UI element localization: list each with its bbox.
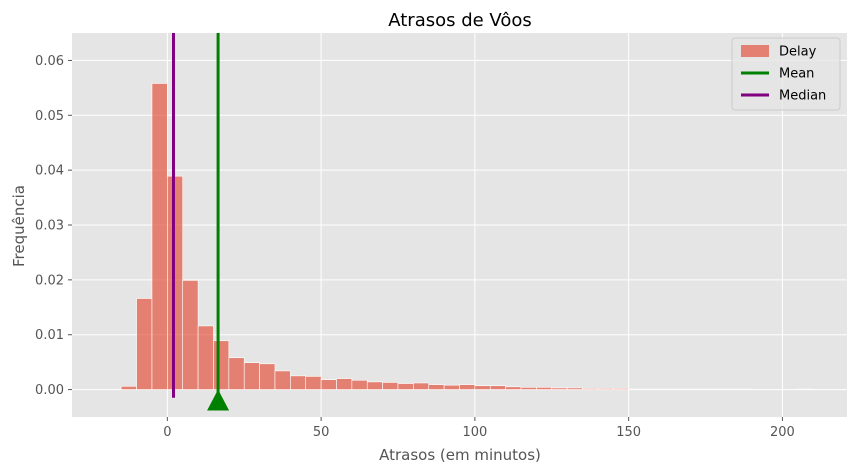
histogram-bar-9 <box>259 363 276 390</box>
histogram-bar-2 <box>151 83 168 390</box>
histogram-bar-8 <box>243 362 260 390</box>
y-tick-label-5: 0.05 <box>35 109 64 124</box>
histogram-bar-32 <box>612 388 629 390</box>
grid <box>72 33 847 417</box>
histogram-bar-3 <box>167 175 184 390</box>
legend-label-median: Median <box>779 89 826 104</box>
histogram-bar-24 <box>489 385 506 390</box>
histogram-bar-6 <box>213 340 230 390</box>
chart-title: Atrasos de Vôos <box>388 10 532 31</box>
legend: Delay Mean Median <box>731 37 841 111</box>
histogram-bar-44 <box>797 388 814 390</box>
histogram-bar-29 <box>566 387 583 390</box>
histogram-bar-26 <box>520 387 537 390</box>
legend-items: Delay Mean Median <box>741 45 826 104</box>
histogram-bar-15 <box>351 379 368 390</box>
histogram-bar-17 <box>382 382 399 390</box>
histogram-bar-1 <box>136 298 153 390</box>
histogram-bar-14 <box>336 378 353 390</box>
histogram-bar-28 <box>551 387 568 390</box>
histogram-bar-13 <box>320 379 337 390</box>
y-axis-label: Frequência <box>10 185 28 267</box>
histogram-bar-33 <box>628 388 645 390</box>
reference-lines <box>171 33 230 411</box>
histogram-bar-40 <box>735 388 752 390</box>
y-tick-label-4: 0.04 <box>35 164 64 179</box>
x-tick-label-4: 200 <box>770 425 795 440</box>
x-tick-label-0: 0 <box>163 425 171 440</box>
histogram-bar-4 <box>182 280 199 390</box>
histogram-bar-27 <box>536 387 553 390</box>
histogram-bar-18 <box>397 383 414 390</box>
histogram-bars <box>120 83 814 390</box>
histogram-bar-35 <box>659 388 676 390</box>
histogram-bar-20 <box>428 384 445 390</box>
histogram-bar-16 <box>366 381 383 390</box>
histogram-bar-19 <box>413 382 430 390</box>
histogram-bar-7 <box>228 357 245 390</box>
x-axis-label: Atrasos (em minutos) <box>379 446 541 464</box>
histogram-bar-5 <box>197 325 214 390</box>
y-tick-label-3: 0.03 <box>35 219 64 234</box>
legend-label-delay: Delay <box>779 45 817 60</box>
legend-swatch-delay <box>741 45 769 57</box>
x-tick-label-3: 150 <box>616 425 641 440</box>
histogram-bar-25 <box>505 386 522 390</box>
histogram-bar-21 <box>443 384 460 390</box>
y-tick-label-6: 0.06 <box>35 54 64 69</box>
x-axis-ticks: 0 50 100 150 200 <box>163 417 795 440</box>
y-axis-ticks: 0.00 0.01 0.02 0.03 0.04 0.05 0.06 <box>35 54 72 398</box>
histogram-bar-39 <box>720 388 737 390</box>
mean-marker-triangle <box>207 389 230 411</box>
x-tick-label-1: 50 <box>313 425 330 440</box>
y-tick-label-2: 0.02 <box>35 273 64 288</box>
y-tick-label-0: 0.00 <box>35 383 64 398</box>
histogram-bar-37 <box>689 388 706 390</box>
histogram-bar-22 <box>459 384 476 390</box>
histogram-bar-30 <box>582 388 599 390</box>
histogram-bar-31 <box>597 388 614 390</box>
histogram-bar-34 <box>643 388 660 390</box>
histogram-bar-36 <box>674 388 691 390</box>
histogram-bar-0 <box>120 385 137 390</box>
histogram-bar-11 <box>290 375 307 390</box>
histogram-bar-10 <box>274 370 291 390</box>
histogram-bar-23 <box>474 385 491 390</box>
histogram-bar-12 <box>305 376 322 390</box>
y-tick-label-1: 0.01 <box>35 328 64 343</box>
legend-label-mean: Mean <box>779 67 814 82</box>
x-tick-label-2: 100 <box>462 425 487 440</box>
histogram-bar-38 <box>705 388 722 390</box>
